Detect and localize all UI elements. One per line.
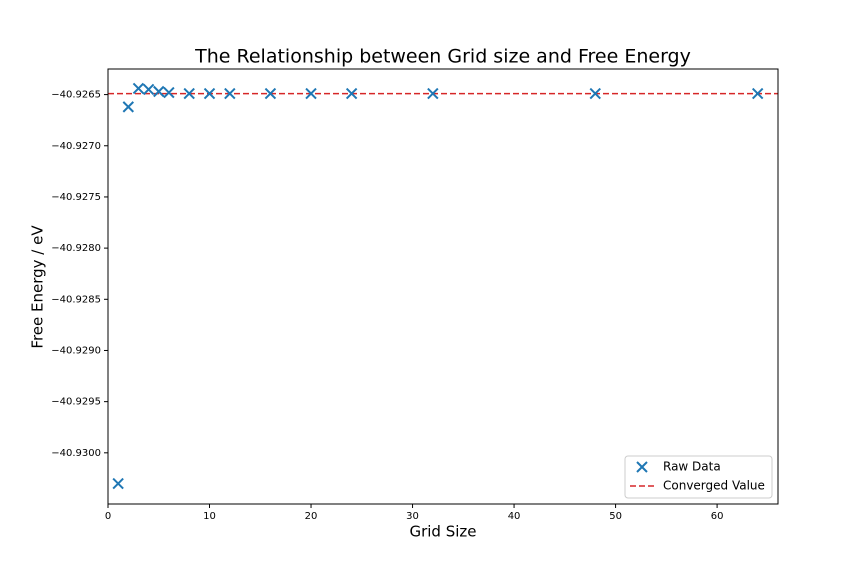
data-point	[345, 87, 358, 100]
x-tick-label: 40	[508, 511, 521, 522]
data-point	[224, 87, 236, 100]
data-point	[589, 87, 601, 100]
x-tick-label: 30	[406, 511, 419, 522]
x-tick-label: 60	[711, 511, 724, 522]
plot-frame	[107, 68, 779, 505]
data-point	[305, 87, 317, 100]
x-tick-label: 20	[305, 511, 318, 522]
y-tick-label: −40.9275	[51, 192, 101, 203]
x-tick-label: 10	[203, 511, 216, 522]
data-point	[427, 87, 439, 100]
data-point	[153, 85, 165, 98]
data-point	[122, 101, 135, 113]
y-tick-label: −40.9295	[51, 397, 101, 408]
y-tick-label: −40.9270	[51, 141, 101, 152]
y-tick-label: −40.9280	[51, 243, 101, 254]
y-tick-label: −40.9285	[51, 294, 101, 305]
legend-label: Converged Value	[663, 479, 765, 493]
data-point	[112, 477, 124, 490]
legend-label: Raw Data	[663, 460, 721, 474]
y-tick-label: −40.9300	[51, 448, 101, 459]
data-point	[142, 83, 155, 96]
data-point	[132, 82, 145, 95]
data-point	[751, 87, 764, 100]
legend-box	[624, 455, 773, 499]
y-axis-label: Free Energy / eV	[29, 225, 47, 349]
y-tick-label: −40.9290	[51, 345, 101, 356]
chart-title: The Relationship between Grid size and F…	[194, 46, 691, 68]
legend-marker	[636, 461, 648, 473]
x-tick-label: 50	[609, 511, 622, 522]
data-point	[264, 87, 277, 100]
y-tick-label: −40.9265	[51, 90, 101, 101]
data-point	[163, 86, 175, 99]
x-axis-label: Grid Size	[409, 523, 476, 541]
x-tick-label: 0	[105, 511, 111, 522]
data-point	[183, 87, 195, 100]
data-point	[203, 87, 216, 100]
